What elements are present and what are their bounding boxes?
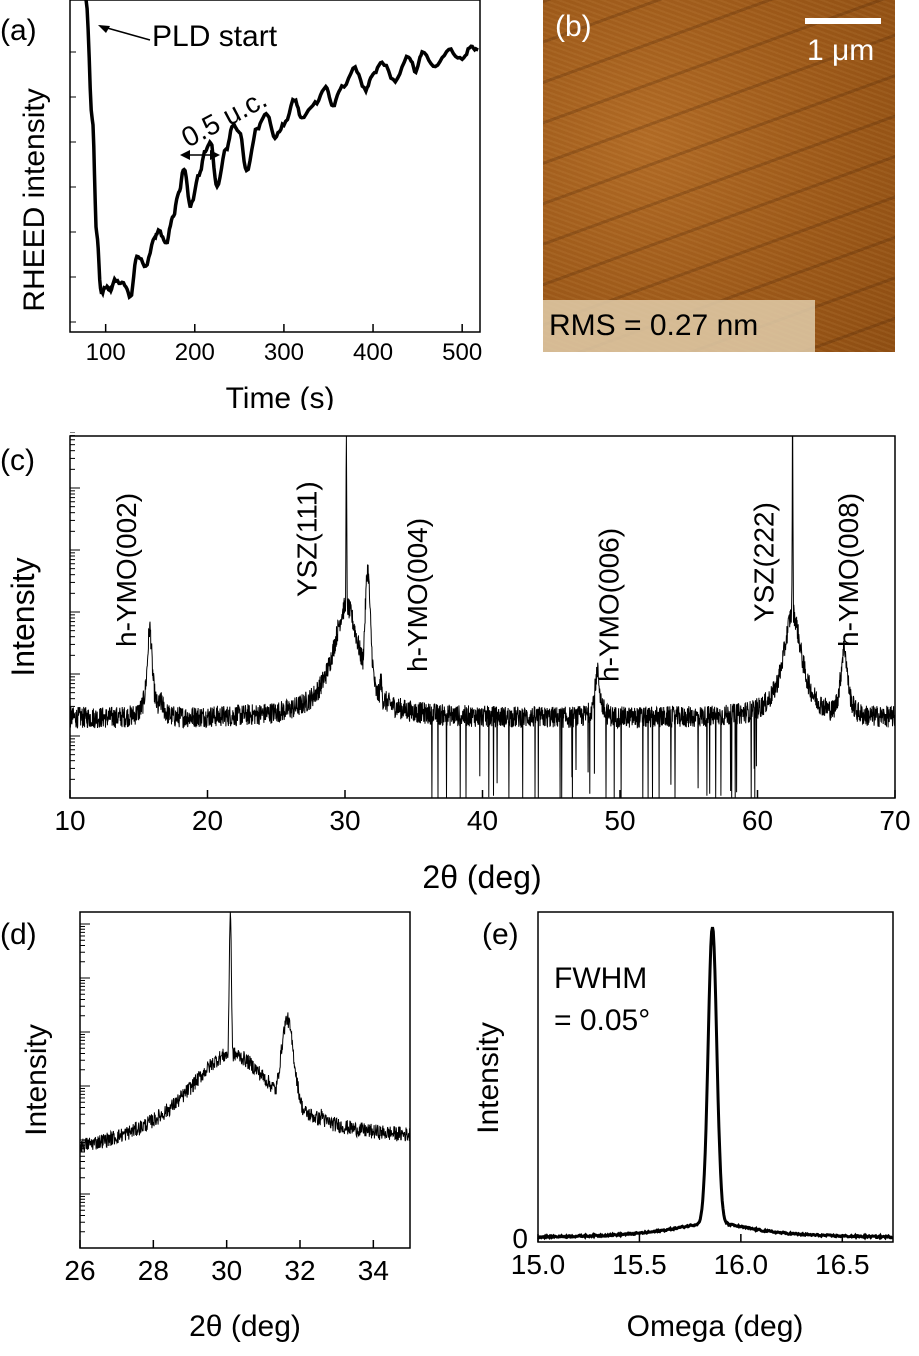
panel-d-y-ticks — [80, 923, 90, 1249]
panel-c-x-ticks: 10 20 30 40 50 60 70 — [54, 790, 911, 836]
panel-c-peak-label-5: h-YMO(008) — [833, 493, 864, 647]
panel-c-x-tick-label-3: 40 — [467, 805, 498, 836]
panel-d-series-xrd — [79, 911, 411, 1152]
panel-c-peak-label-4: YSZ(222) — [748, 502, 779, 622]
panel-a-x-tick-label-2: 300 — [264, 339, 304, 366]
panel-c-xlabel: 2θ (deg) — [422, 859, 541, 895]
panel-c-peak-label-0: h-YMO(002) — [111, 493, 142, 647]
panel-c-x-tick-label-0: 10 — [54, 805, 85, 836]
panel-e-frame — [537, 911, 894, 1243]
panel-c-series-xrd — [69, 435, 896, 799]
panel-a-ylabel: RHEED intensity — [18, 88, 51, 311]
panel-b-label: (b) — [555, 10, 592, 43]
panel-d-label: (d) — [0, 918, 37, 951]
panel-c-x-tick-label-4: 50 — [604, 805, 635, 836]
panel-e-y-tick-label-0: 0 — [512, 1223, 528, 1254]
panel-c-x-tick-label-6: 70 — [879, 805, 910, 836]
panel-c-peak-label-2: h-YMO(004) — [402, 518, 433, 672]
panel-c-x-tick-label-2: 30 — [329, 805, 360, 836]
panel-d-x-ticks: 26 28 30 32 34 — [64, 1240, 389, 1286]
panel-d-x-tick-label-2: 30 — [211, 1255, 242, 1286]
panel-e-annotation-fwhm: FWHM — [554, 962, 647, 995]
panel-c-x-tick-label-5: 60 — [742, 805, 773, 836]
panel-c-peak-label-1: YSZ(111) — [291, 481, 322, 597]
panel-c-peak-labels: h-YMO(002) YSZ(111) h-YMO(004) h-YMO(006) YS… — [111, 481, 864, 682]
panel-a-frame — [69, 0, 481, 333]
panel-c-x-tick-label-1: 20 — [192, 805, 223, 836]
panel-b-scale-label: 1 μm — [807, 34, 875, 67]
panel-e-x-tick-label-0: 15.0 — [511, 1249, 566, 1280]
panel-e-xlabel: Omega (deg) — [627, 1310, 804, 1343]
panel-c-chart: (c) 10 20 30 40 50 60 70 h-YMO(002) YSZ(111) h-Y… — [0, 432, 911, 895]
panel-e-ylabel: Intensity — [472, 1022, 505, 1134]
panel-e-x-tick-label-2: 16.0 — [714, 1249, 769, 1280]
panel-e-label: (e) — [482, 918, 519, 951]
panel-e-chart: (e) 0 15.0 15.5 16.0 16.5 FWHM = 0.05° Inte… — [472, 911, 894, 1343]
panel-a-x-ticks: 100 200 300 400 500 — [86, 324, 482, 366]
panel-a-arrowhead-uc-left — [180, 150, 190, 160]
panel-d-x-tick-label-1: 28 — [138, 1255, 169, 1286]
panel-a-x-tick-label-4: 500 — [442, 339, 482, 366]
panel-a-arrowhead-pld — [98, 25, 110, 33]
panel-d-xlabel: 2θ (deg) — [189, 1310, 301, 1343]
panel-b-afm-image: (b) 1 μm RMS = 0.27 nm — [543, 0, 895, 352]
panel-c-peak-label-3: h-YMO(006) — [594, 528, 625, 682]
panel-e-x-ticks: 15.0 15.5 16.0 16.5 — [511, 1234, 870, 1280]
panel-a-y-ticks — [70, 51, 76, 323]
panel-e-series-rocking-curve — [537, 926, 894, 1241]
panel-d-x-tick-label-0: 26 — [64, 1255, 95, 1286]
panel-a-annotation-uc: 0.5 u.c. — [176, 83, 272, 153]
panel-a-series-rheed — [84, 0, 479, 300]
panel-a-label: (a) — [0, 14, 37, 47]
panel-d-chart: (d) 26 28 30 32 34 Intensity 2θ (deg) — [0, 911, 411, 1343]
panel-d-x-tick-label-3: 32 — [284, 1255, 315, 1286]
panel-d-ylabel: Intensity — [20, 1024, 53, 1136]
panel-e-x-tick-label-1: 15.5 — [612, 1249, 667, 1280]
panel-a-arrowhead-uc-right — [210, 150, 220, 160]
panel-c-ylabel: Intensity — [5, 557, 41, 676]
panel-a-x-tick-label-3: 400 — [353, 339, 393, 366]
panel-a-x-tick-label-1: 200 — [175, 339, 215, 366]
panel-b-scale-bar — [805, 18, 881, 24]
panel-b-rms-label: RMS = 0.27 nm — [543, 300, 815, 352]
panel-a-annotation-pld: PLD start — [152, 20, 278, 53]
panel-a-chart: (a) 100 200 300 400 500 RHEED intensity Time… — [0, 0, 482, 410]
panel-a-x-tick-label-0: 100 — [86, 339, 126, 366]
panel-e-x-tick-label-3: 16.5 — [815, 1249, 870, 1280]
panel-d-frame — [79, 911, 411, 1249]
panel-c-y-ticks — [70, 432, 80, 799]
panel-c-label: (c) — [0, 444, 35, 477]
panel-a-xlabel: Time (s) — [226, 382, 335, 410]
panel-e-annotation-value: = 0.05° — [554, 1004, 650, 1037]
panel-d-x-tick-label-4: 34 — [358, 1255, 389, 1286]
